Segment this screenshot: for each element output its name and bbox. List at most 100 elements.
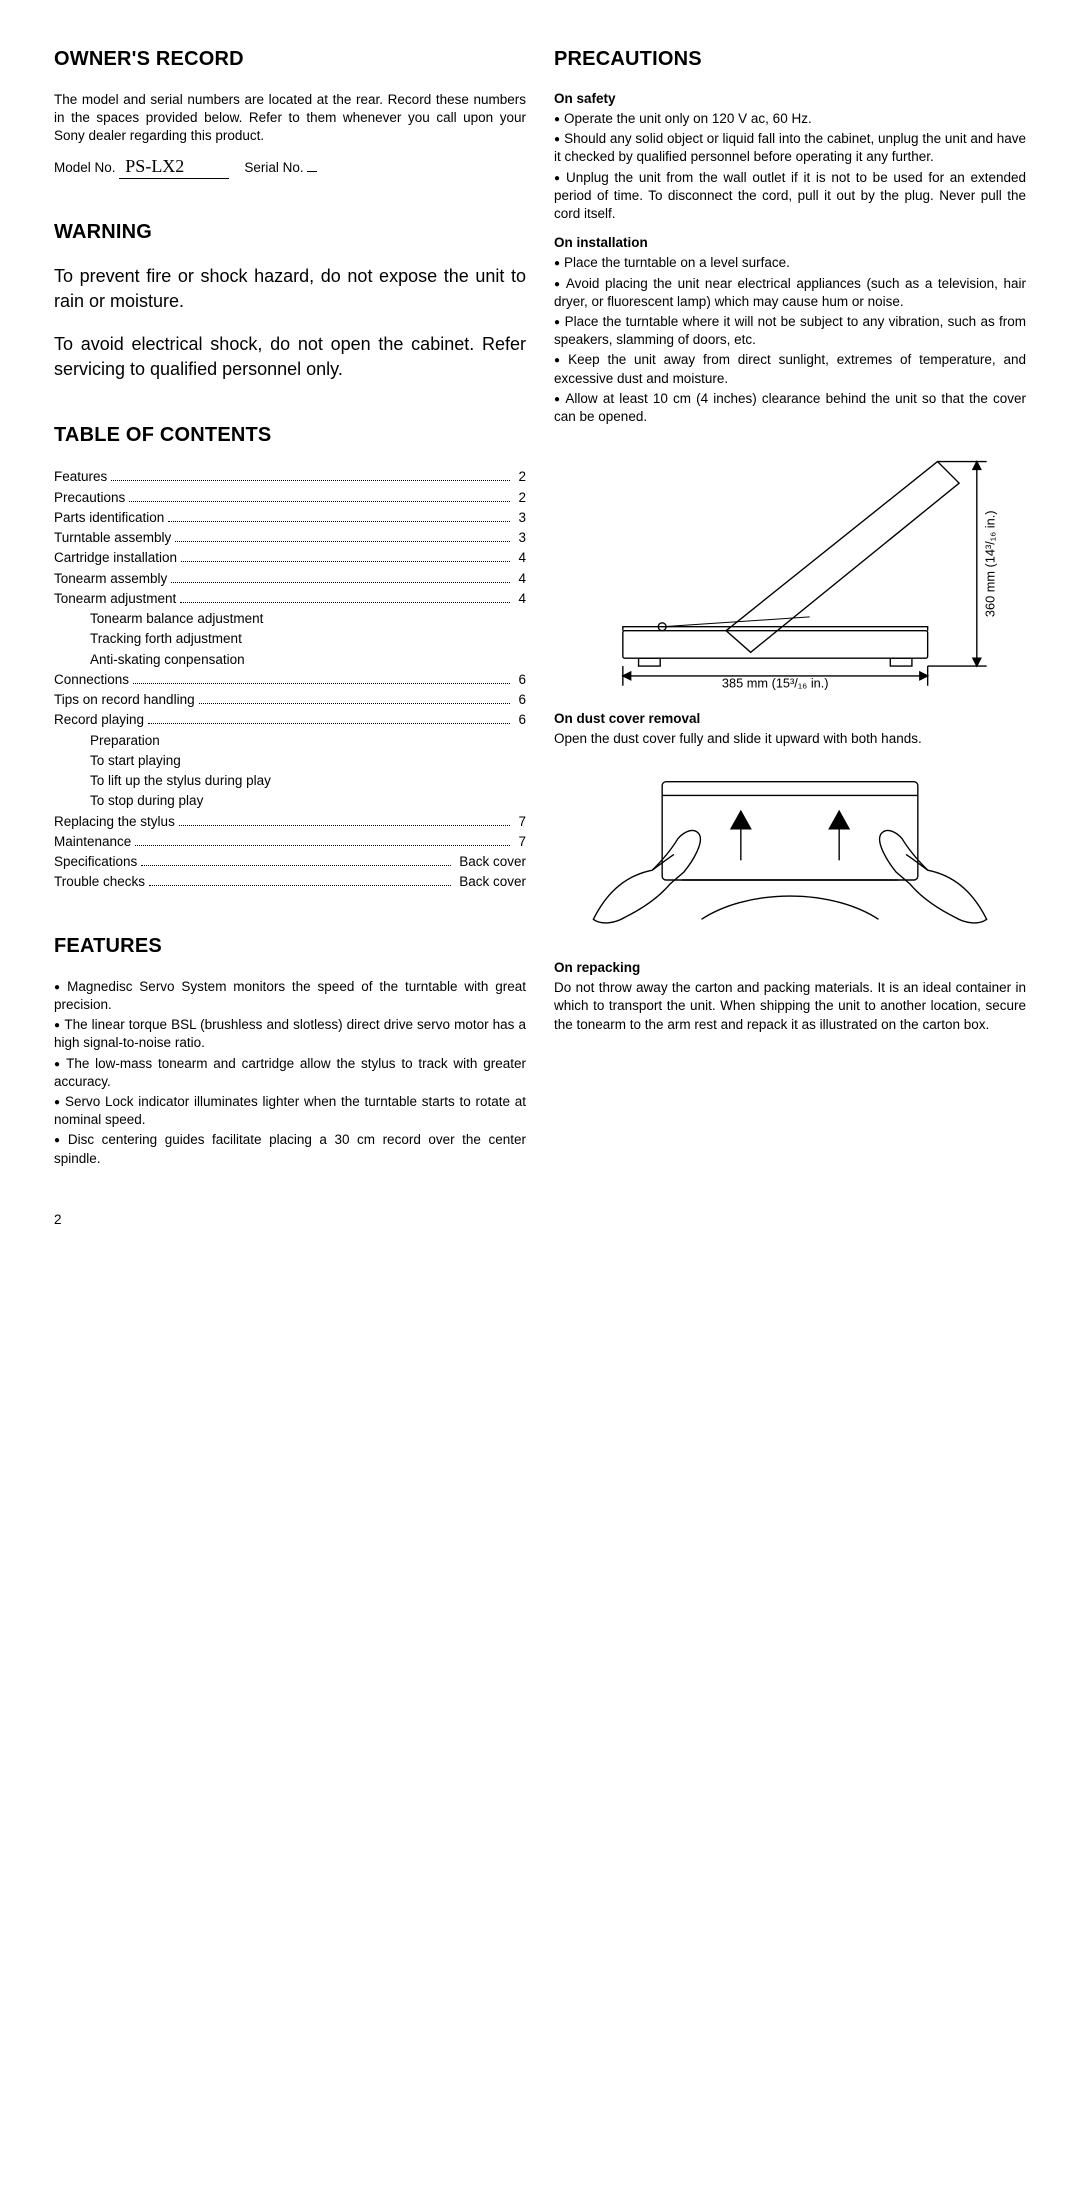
toc-label: Turntable assembly xyxy=(54,528,171,548)
toc-page: 7 xyxy=(514,832,526,852)
toc-subitem: To lift up the stylus during play xyxy=(54,771,526,791)
toc-row: Parts identification 3 xyxy=(54,508,526,528)
repacking-head: On repacking xyxy=(554,960,1026,975)
model-serial-row: Model No. PS-LX2 Serial No. xyxy=(54,156,526,179)
precautions-title: PRECAUTIONS xyxy=(554,48,1026,71)
features-section: FEATURES Magnedisc Servo System monitors… xyxy=(54,935,526,1168)
toc-dots xyxy=(111,480,510,481)
toc-row: Tonearm adjustment 4 xyxy=(54,589,526,609)
warning-p1: To prevent fire or shock hazard, do not … xyxy=(54,264,526,314)
toc-row: Features2 xyxy=(54,467,526,487)
toc-page: 7 xyxy=(514,812,526,832)
dust-cover-head: On dust cover removal xyxy=(554,711,1026,726)
toc-dots xyxy=(148,723,510,724)
toc-dots xyxy=(180,602,510,603)
toc-label: Replacing the stylus xyxy=(54,812,175,832)
toc-dots xyxy=(175,541,510,542)
toc-page: 3 xyxy=(514,528,526,548)
serial-label: Serial No. xyxy=(244,160,303,175)
dim-width-label: 385 mm (15³/₁₆ in.) xyxy=(722,676,829,690)
owners-record-title: OWNER'S RECORD xyxy=(54,48,526,71)
safety-list: Operate the unit only on 120 V ac, 60 Hz… xyxy=(554,110,1026,223)
toc-page: 6 xyxy=(514,670,526,690)
model-value: PS-LX2 xyxy=(119,156,229,179)
feature-item: Magnedisc Servo System monitors the spee… xyxy=(54,978,526,1014)
safety-item: Unplug the unit from the wall outlet if … xyxy=(554,169,1026,224)
toc-row: Cartridge installation 4 xyxy=(54,548,526,568)
right-column: PRECAUTIONS On safety Operate the unit o… xyxy=(554,48,1026,1227)
toc-list: Features2Precautions2Parts identificatio… xyxy=(54,467,526,892)
dust-cover-diagram xyxy=(554,762,1026,939)
safety-item: Should any solid object or liquid fall i… xyxy=(554,130,1026,166)
install-item: Allow at least 10 cm (4 inches) clearanc… xyxy=(554,390,1026,426)
toc-page: 2 xyxy=(514,488,526,508)
toc-subitem: Tracking forth adjustment xyxy=(54,629,526,649)
toc-subitem: Preparation xyxy=(54,731,526,751)
toc-label: Maintenance xyxy=(54,832,131,852)
toc-page: 6 xyxy=(514,710,526,730)
toc-label: Record playing xyxy=(54,710,144,730)
clearance-diagram: 385 mm (15³/₁₆ in.) 360 mm (14³/₁₆ in.) xyxy=(554,434,1026,690)
toc-row: Trouble checks Back cover xyxy=(54,872,526,892)
page-number: 2 xyxy=(54,1212,526,1227)
toc-dots xyxy=(129,501,510,502)
toc-section: TABLE OF CONTENTS Features2Precautions2P… xyxy=(54,424,526,892)
install-item: Avoid placing the unit near electrical a… xyxy=(554,275,1026,311)
serial-value xyxy=(307,171,317,172)
features-title: FEATURES xyxy=(54,935,526,958)
on-installation-head: On installation xyxy=(554,235,1026,250)
toc-subitem: Tonearm balance adjustment xyxy=(54,609,526,629)
toc-row: Precautions 2 xyxy=(54,488,526,508)
owners-record-text: The model and serial numbers are located… xyxy=(54,91,526,146)
toc-row: Replacing the stylus 7 xyxy=(54,812,526,832)
toc-page: 2 xyxy=(514,467,526,487)
toc-label: Connections xyxy=(54,670,129,690)
warning-section: WARNING To prevent fire or shock hazard,… xyxy=(54,221,526,383)
toc-dots xyxy=(181,561,510,562)
toc-label: Precautions xyxy=(54,488,125,508)
feature-item: Disc centering guides facilitate placing… xyxy=(54,1131,526,1167)
install-item: Place the turntable on a level surface. xyxy=(554,254,1026,272)
toc-page: 3 xyxy=(514,508,526,528)
toc-page: Back cover xyxy=(455,852,526,872)
warning-title: WARNING xyxy=(54,221,526,244)
toc-dots xyxy=(168,521,510,522)
toc-label: Parts identification xyxy=(54,508,164,528)
toc-label: Cartridge installation xyxy=(54,548,177,568)
toc-dots xyxy=(179,825,511,826)
dim-height-label: 360 mm (14³/₁₆ in.) xyxy=(983,511,998,618)
toc-row: Maintenance 7 xyxy=(54,832,526,852)
safety-item: Operate the unit only on 120 V ac, 60 Hz… xyxy=(554,110,1026,128)
feature-item: Servo Lock indicator illuminates lighter… xyxy=(54,1093,526,1129)
repacking-text: Do not throw away the carton and packing… xyxy=(554,979,1026,1034)
toc-subitem: Anti-skating conpensation xyxy=(54,650,526,670)
dust-cover-text: Open the dust cover fully and slide it u… xyxy=(554,730,1026,748)
toc-dots xyxy=(135,845,510,846)
toc-dots xyxy=(171,582,510,583)
toc-title: TABLE OF CONTENTS xyxy=(54,424,526,447)
install-item: Place the turntable where it will not be… xyxy=(554,313,1026,349)
model-label: Model No. xyxy=(54,160,116,175)
toc-row: Tips on record handling6 xyxy=(54,690,526,710)
on-safety-head: On safety xyxy=(554,91,1026,106)
warning-p2: To avoid electrical shock, do not open t… xyxy=(54,332,526,382)
toc-label: Tonearm adjustment xyxy=(54,589,176,609)
features-list: Magnedisc Servo System monitors the spee… xyxy=(54,978,526,1168)
page: OWNER'S RECORD The model and serial numb… xyxy=(54,48,1026,1227)
feature-item: The linear torque BSL (brushless and slo… xyxy=(54,1016,526,1052)
toc-label: Trouble checks xyxy=(54,872,145,892)
toc-page: 4 xyxy=(514,589,526,609)
toc-dots xyxy=(199,703,511,704)
toc-page: Back cover xyxy=(455,872,526,892)
install-item: Keep the unit away from direct sunlight,… xyxy=(554,351,1026,387)
owners-record-section: OWNER'S RECORD The model and serial numb… xyxy=(54,48,526,179)
toc-row: Turntable assembly 3 xyxy=(54,528,526,548)
toc-subitem: To stop during play xyxy=(54,791,526,811)
toc-subitem: To start playing xyxy=(54,751,526,771)
toc-dots xyxy=(133,683,510,684)
toc-label: Specifications xyxy=(54,852,137,872)
toc-page: 6 xyxy=(514,690,526,710)
toc-page: 4 xyxy=(514,548,526,568)
toc-dots xyxy=(141,865,451,866)
toc-row: Tonearm assembly4 xyxy=(54,569,526,589)
